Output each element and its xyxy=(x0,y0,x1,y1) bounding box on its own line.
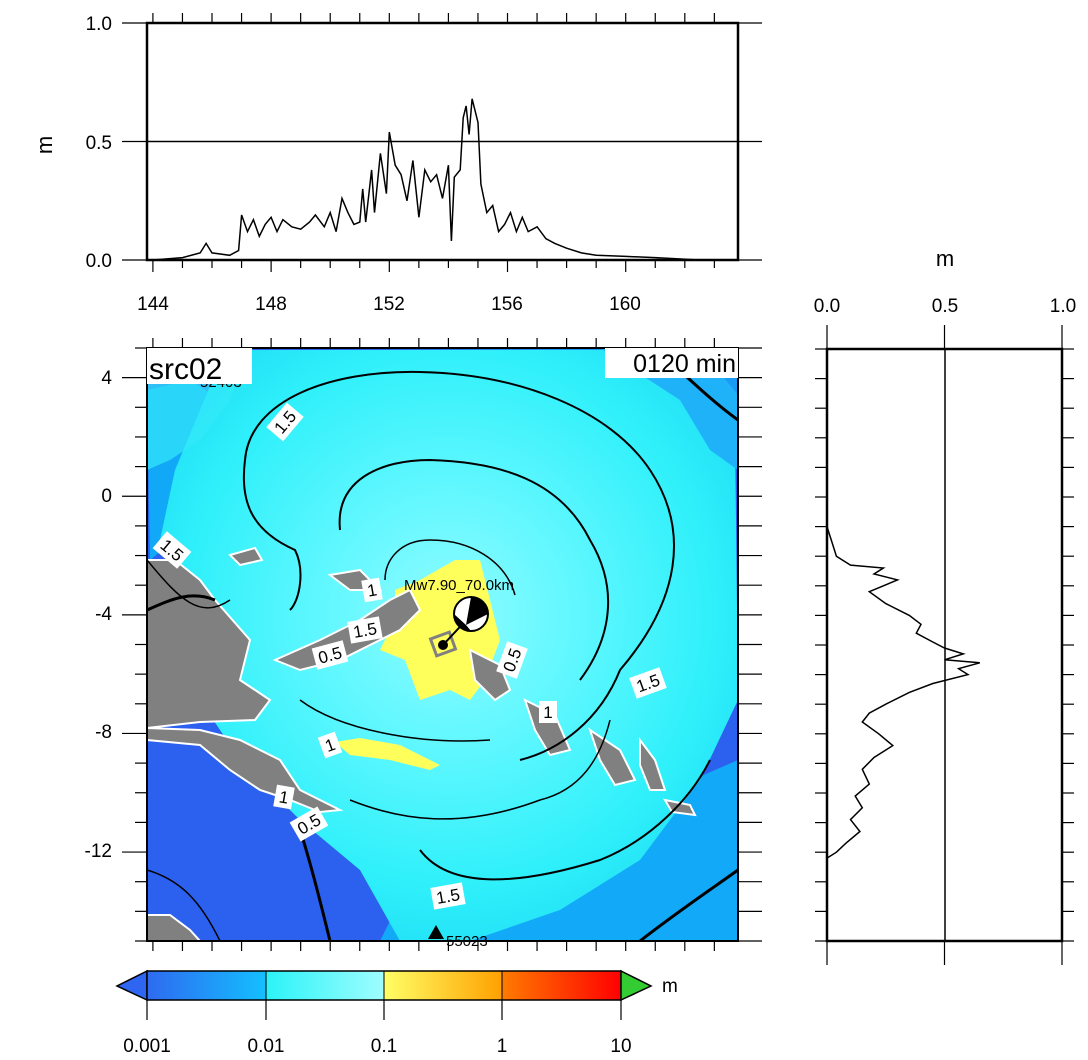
land-solomon-c xyxy=(639,737,667,791)
beachball-compression xyxy=(466,597,488,625)
top-xtick-0: 144 xyxy=(137,294,169,315)
colorbar-tick-0: 0.001 xyxy=(123,1036,171,1057)
fault-plane xyxy=(428,630,458,658)
contour-outer-west xyxy=(242,459,302,611)
map-ytick-3: -8 xyxy=(95,722,112,743)
map-time: 0120 min xyxy=(633,350,736,378)
map-title: src02 xyxy=(149,353,222,386)
contour-label-7: 1 xyxy=(543,703,552,722)
colorbar-ticks xyxy=(146,1000,622,1020)
station-triangle-icon xyxy=(428,925,444,939)
colorbar-high-arrow xyxy=(620,969,653,1002)
top-ylabel: m xyxy=(32,136,57,154)
epicenter-marker xyxy=(438,640,448,650)
map-ytick-1: 0 xyxy=(101,486,112,507)
contour-south-outer xyxy=(419,759,711,881)
wave-peak-south xyxy=(335,738,440,770)
map-panel: 4 0 -4 -8 -12 1.5 1.5 1 1.5 0.5 0.5 1.5 … xyxy=(85,338,762,951)
contour-inner xyxy=(384,539,516,596)
top-panel-ticks xyxy=(122,13,762,272)
top-xtick-4: 160 xyxy=(609,294,641,315)
right-profile-panel: m 0.0 0.5 1.0 xyxy=(814,246,1076,965)
wave-northeast xyxy=(600,348,738,470)
map-ytick-2: -4 xyxy=(95,604,112,625)
colorbar: m 0.001 0.01 0.1 1 10 xyxy=(115,969,678,1057)
time-box xyxy=(605,348,738,378)
land-island-b xyxy=(228,546,264,567)
contour-south-middle xyxy=(349,719,611,820)
top-xtick-2: 152 xyxy=(373,294,405,315)
map-ticks xyxy=(122,338,762,951)
top-xtick-3: 156 xyxy=(491,294,523,315)
land-solomon-b xyxy=(588,727,637,787)
station-label-bottom: 55023 xyxy=(446,933,488,950)
contour-label-11: 1.5 xyxy=(435,885,462,908)
colorbar-unit: m xyxy=(662,976,678,997)
land-bougainville xyxy=(468,648,512,702)
contour-southwest xyxy=(147,869,221,941)
event-label: Mw7.90_70.0km xyxy=(404,577,514,594)
contour-south-inner xyxy=(299,699,491,742)
right-profile-line xyxy=(826,526,981,859)
colorbar-tick-3: 1 xyxy=(497,1036,508,1057)
title-box xyxy=(147,348,252,384)
top-ytick-0: 0.0 xyxy=(86,251,112,272)
top-profile-panel: 0.0 0.5 1.0 m 144 148 152 156 160 xyxy=(32,13,762,315)
colorbar-tick-1: 0.01 xyxy=(248,1036,285,1057)
top-ytick-1: 0.5 xyxy=(86,133,112,154)
contour-label-9: 1 xyxy=(278,787,291,807)
right-xtick-0: 0.0 xyxy=(814,296,840,317)
map-field xyxy=(147,348,738,941)
contour-label-3: 1.5 xyxy=(352,619,379,642)
right-panel-ticks xyxy=(815,325,1074,965)
contour-middle xyxy=(338,458,610,681)
land-australia-tip xyxy=(147,914,202,941)
contour-trench-se xyxy=(639,868,738,941)
colorbar-tick-2: 0.1 xyxy=(371,1036,397,1057)
top-profile-line xyxy=(152,98,700,261)
right-xlabel: m xyxy=(936,246,954,271)
top-xtick-1: 148 xyxy=(255,294,287,315)
colorbar-tick-4: 10 xyxy=(610,1036,631,1057)
top-ytick-2: 1.0 xyxy=(86,14,112,35)
beachball-compression-b xyxy=(454,614,471,631)
right-xtick-1: 0.5 xyxy=(932,296,958,317)
land-new-guinea xyxy=(147,559,272,730)
contour-west xyxy=(147,559,231,609)
map-ytick-4: -12 xyxy=(85,841,112,862)
right-xtick-2: 1.0 xyxy=(1050,296,1076,317)
map-ytick-0: 4 xyxy=(101,368,112,389)
contour-outer xyxy=(244,370,675,761)
colorbar-low-arrow xyxy=(115,969,148,1002)
contour-label-2: 1 xyxy=(366,580,379,600)
contour-coast-west xyxy=(147,594,216,612)
